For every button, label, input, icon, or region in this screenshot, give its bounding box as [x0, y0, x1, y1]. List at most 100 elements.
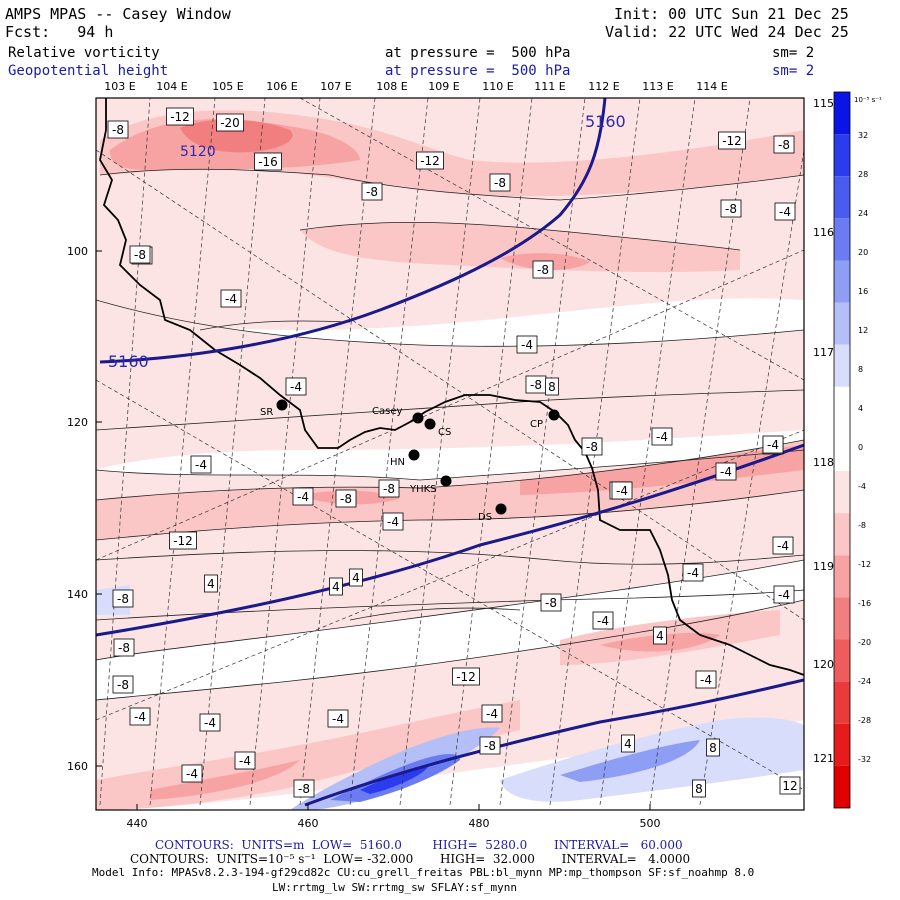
- station-label: SR: [260, 407, 273, 418]
- vorticity-contour-label: -4: [656, 430, 668, 444]
- vorticity-label-box: [651, 427, 673, 446]
- field2-smoothing: sm= 2: [772, 63, 815, 79]
- vorticity-label-box: [292, 487, 314, 506]
- colorbar-swatch: [834, 176, 850, 219]
- vorticity-contour-label: -4: [332, 712, 344, 726]
- colorbar-label: 32: [858, 131, 868, 140]
- vorticity-contour-label: -4: [204, 716, 216, 730]
- vorticity-contour-label: -8: [298, 782, 310, 796]
- valid-time: Valid: 22 UTC Wed 24 Dec 25: [605, 23, 849, 41]
- vorticity-label-box: [545, 377, 559, 396]
- field1-smoothing: sm= 2: [772, 45, 815, 61]
- vorticity-contour-label: -4: [597, 614, 609, 628]
- vorticity-contour-label: -8: [537, 263, 549, 277]
- vorticity-contour-label: -8: [530, 378, 542, 392]
- vorticity-label-box: [715, 462, 737, 481]
- vorticity-label-box: [706, 738, 720, 757]
- vorticity-label-box: [234, 751, 256, 770]
- vorticity-label-box: [327, 709, 349, 728]
- colorbar-label: -24: [858, 677, 871, 686]
- vorticity-label-box: [361, 182, 383, 201]
- vorticity-contour-label: 4: [352, 571, 360, 585]
- vorticity-contour-label: -8: [545, 596, 557, 610]
- vorticity-contour-label: -8: [118, 641, 130, 655]
- left-tick-label: 100: [67, 245, 88, 258]
- colorbar-swatch: [834, 765, 850, 808]
- colorbar-label: -4: [858, 482, 866, 491]
- vorticity-label-box: [779, 776, 801, 795]
- vorticity-label-box: [199, 713, 221, 732]
- vorticity-label-box: [166, 107, 194, 126]
- vorticity-label-box: [772, 536, 794, 555]
- vorticity-label-box: [113, 638, 135, 657]
- vorticity-contour-label: -4: [777, 539, 789, 553]
- vorticity-shading: [96, 98, 804, 810]
- vorticity-label-box: [190, 455, 212, 474]
- station-marker: [412, 412, 424, 424]
- vorticity-contour-label: -4: [225, 292, 237, 306]
- colorbar-label: 20: [858, 248, 868, 257]
- colorbar-label: 24: [858, 209, 868, 218]
- vorticity-contour-label: -4: [521, 338, 533, 352]
- lat-lon-grid: [96, 98, 804, 806]
- forecast-hour: Fcst: 94 h: [5, 23, 114, 41]
- top-tick-label: 109 E: [428, 80, 459, 93]
- vorticity-contour-label: -4: [186, 767, 198, 781]
- colorbar: 32 28 24 20 16 12 8 4 0 -4 -8 -12 -16 -20 -24 -28 -32 10⁻…: [833, 91, 882, 809]
- vorticity-label-box: [479, 736, 501, 755]
- vorticity-contour-label: 12: [782, 779, 797, 793]
- colorbar-swatch: [834, 386, 850, 429]
- vorticity-contour-label: -4: [779, 205, 791, 219]
- vorticity-label-box: [293, 779, 315, 798]
- colorbar-swatch: [834, 92, 850, 135]
- colorbar-swatch: [834, 302, 850, 345]
- vorticity-label-box: [481, 704, 503, 723]
- vorticity-label-box: [112, 589, 134, 608]
- vorticity-label-box: [621, 734, 635, 753]
- vorticity-contour-label: -4: [687, 566, 699, 580]
- colorbar-swatch: [834, 555, 850, 598]
- vorticity-contour-label: 4: [332, 580, 340, 594]
- vorticity-label-box: [335, 489, 357, 508]
- colorbar-frame: [833, 91, 851, 809]
- vorticity-contour-label: -8: [383, 482, 395, 496]
- footer-model-info: Model Info: MPASv8.2.3-194-gf29cd82c CU:…: [92, 866, 755, 879]
- vorticity-label-box: [216, 113, 244, 132]
- station-label: HN: [390, 457, 405, 468]
- vorticity-label-box: [349, 568, 363, 587]
- vorticity-label-box: [181, 764, 203, 783]
- bottom-tick-label: 480: [469, 817, 490, 830]
- colorbar-swatch: [834, 513, 850, 556]
- vorticity-contour-label: -8: [112, 123, 124, 137]
- vorticity-label-box: [774, 202, 796, 221]
- height-contour-label: 5160: [108, 352, 149, 371]
- init-time: Init: 00 UTC Sun 21 Dec 25: [614, 5, 849, 23]
- colorbar-label: 28: [858, 170, 868, 179]
- colorbar-unit: 10⁻⁵ s⁻¹: [854, 96, 882, 104]
- vorticity-label-box: [254, 152, 282, 171]
- colorbar-label: 12: [858, 326, 868, 335]
- vorticity-label-box: [129, 245, 151, 264]
- vorticity-contour-label: -4: [239, 754, 251, 768]
- vorticity-label-box: [382, 512, 404, 531]
- vorticity-label-box: [532, 260, 554, 279]
- bottom-tick-label: 440: [127, 817, 148, 830]
- vorticity-label-box: [285, 377, 307, 396]
- top-tick-label: 107 E: [320, 80, 351, 93]
- vorticity-label-box: [773, 585, 795, 604]
- field1-level: at pressure = 500 hPa: [385, 45, 571, 61]
- vorticity-label-box: [489, 173, 511, 192]
- station-label: CP: [530, 419, 543, 430]
- vorticity-contour-label: -12: [170, 110, 190, 124]
- vorticity-label-box: [682, 563, 704, 582]
- vorticity-contour-label: -8: [117, 678, 129, 692]
- colorbar-label: 4: [858, 404, 863, 413]
- vorticity-contour-label: -4: [767, 438, 779, 452]
- footer-vorticity-contours: CONTOURS: UNITS=10⁻⁵ s⁻¹ LOW= -32.000 HI…: [130, 852, 691, 866]
- vorticity-label-box: [540, 593, 562, 612]
- geopotential-height-contours: [96, 98, 804, 807]
- vorticity-label-box: [611, 481, 633, 500]
- colorbar-swatch: [834, 344, 850, 387]
- colorbar-swatch: [834, 681, 850, 724]
